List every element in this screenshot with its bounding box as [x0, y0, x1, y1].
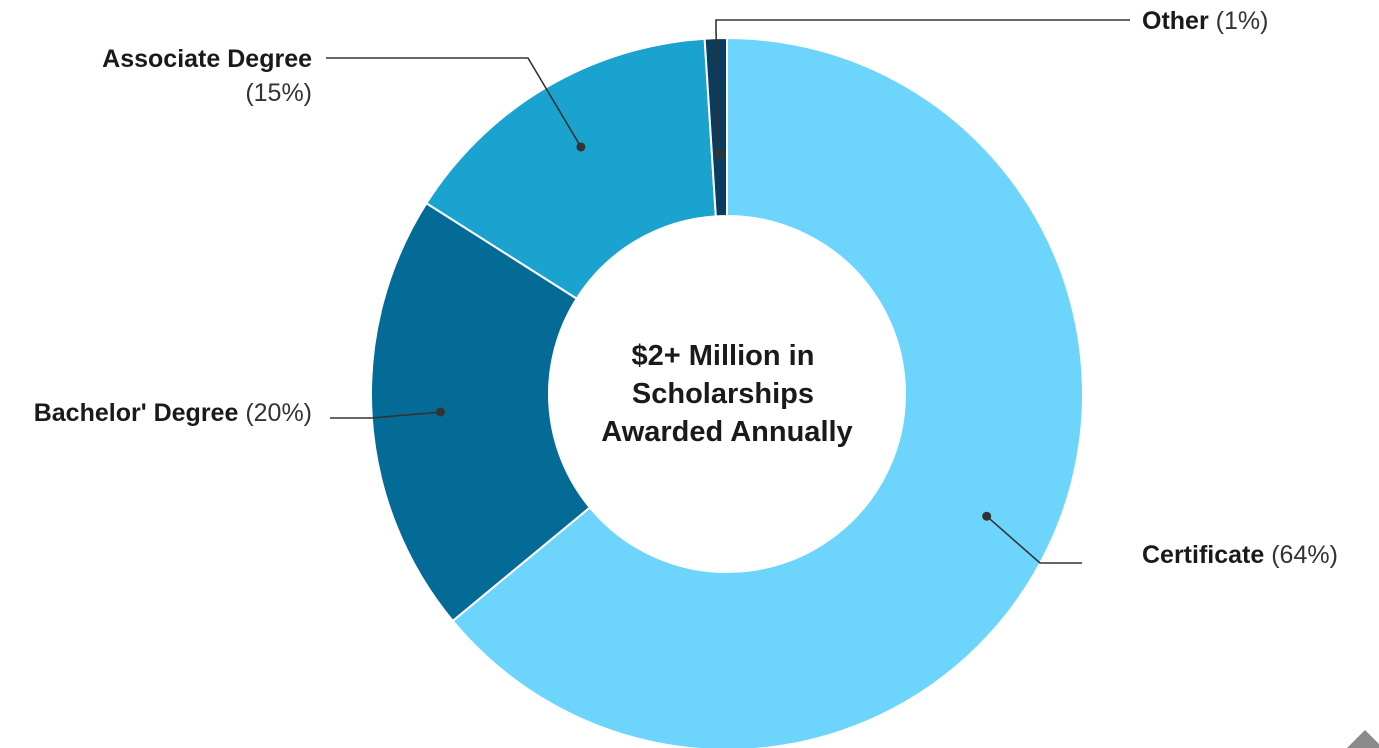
slice-label-certificate: Certificate (64%) [1142, 541, 1338, 569]
slice-other[interactable] [703, 36, 728, 218]
slice-name-other: Other [1142, 7, 1209, 35]
center-label: $2+ Million in Scholarships Awarded Annu… [601, 340, 852, 448]
leader-line-other [715, 19, 1130, 154]
center-label-line-2: Scholarships [632, 378, 814, 410]
leader-dot-associate-degree [576, 142, 586, 152]
leader-line-associate-degree [326, 57, 582, 148]
slice-name-associate-degree: Associate Degree [102, 45, 312, 73]
leader-line-bachelor-degree [330, 411, 441, 419]
slice-bachelor-degree[interactable] [370, 201, 592, 623]
slice-percent-associate-degree: (15%) [245, 79, 312, 107]
slice-label-associate-degree-line-1: Associate Degree [102, 45, 312, 73]
slice-name-certificate: Certificate [1142, 541, 1264, 569]
slice-label-bachelor-degree: Bachelor' Degree (20%) [34, 399, 312, 427]
leader-dot-bachelor-degree [436, 407, 446, 417]
leader-line-certificate [986, 515, 1082, 564]
slice-label-other: Other (1%) [1142, 7, 1268, 35]
leader-dot-other [714, 149, 724, 159]
donut-slices [370, 36, 1084, 748]
slice-percent-bachelor-degree: (20%) [245, 399, 312, 427]
slice-name-bachelor-degree: Bachelor' Degree [34, 399, 239, 427]
slice-label-associate-degree-line-2: (15%) [245, 79, 312, 107]
leader-dot-certificate [982, 511, 992, 521]
slice-percent-other: (1%) [1216, 7, 1269, 35]
slice-certificate[interactable] [451, 36, 1084, 748]
slice-labels: Certificate (64%) Bachelor' Degree (20%) A… [34, 7, 1338, 569]
leader-lines [326, 19, 1130, 564]
center-label-line-3: Awarded Annually [601, 416, 852, 448]
center-label-line-1: $2+ Million in [632, 340, 815, 372]
slice-percent-certificate: (64%) [1271, 541, 1338, 569]
corner-chevron-icon[interactable] [1339, 722, 1379, 748]
slice-associate-degree[interactable] [425, 37, 717, 301]
